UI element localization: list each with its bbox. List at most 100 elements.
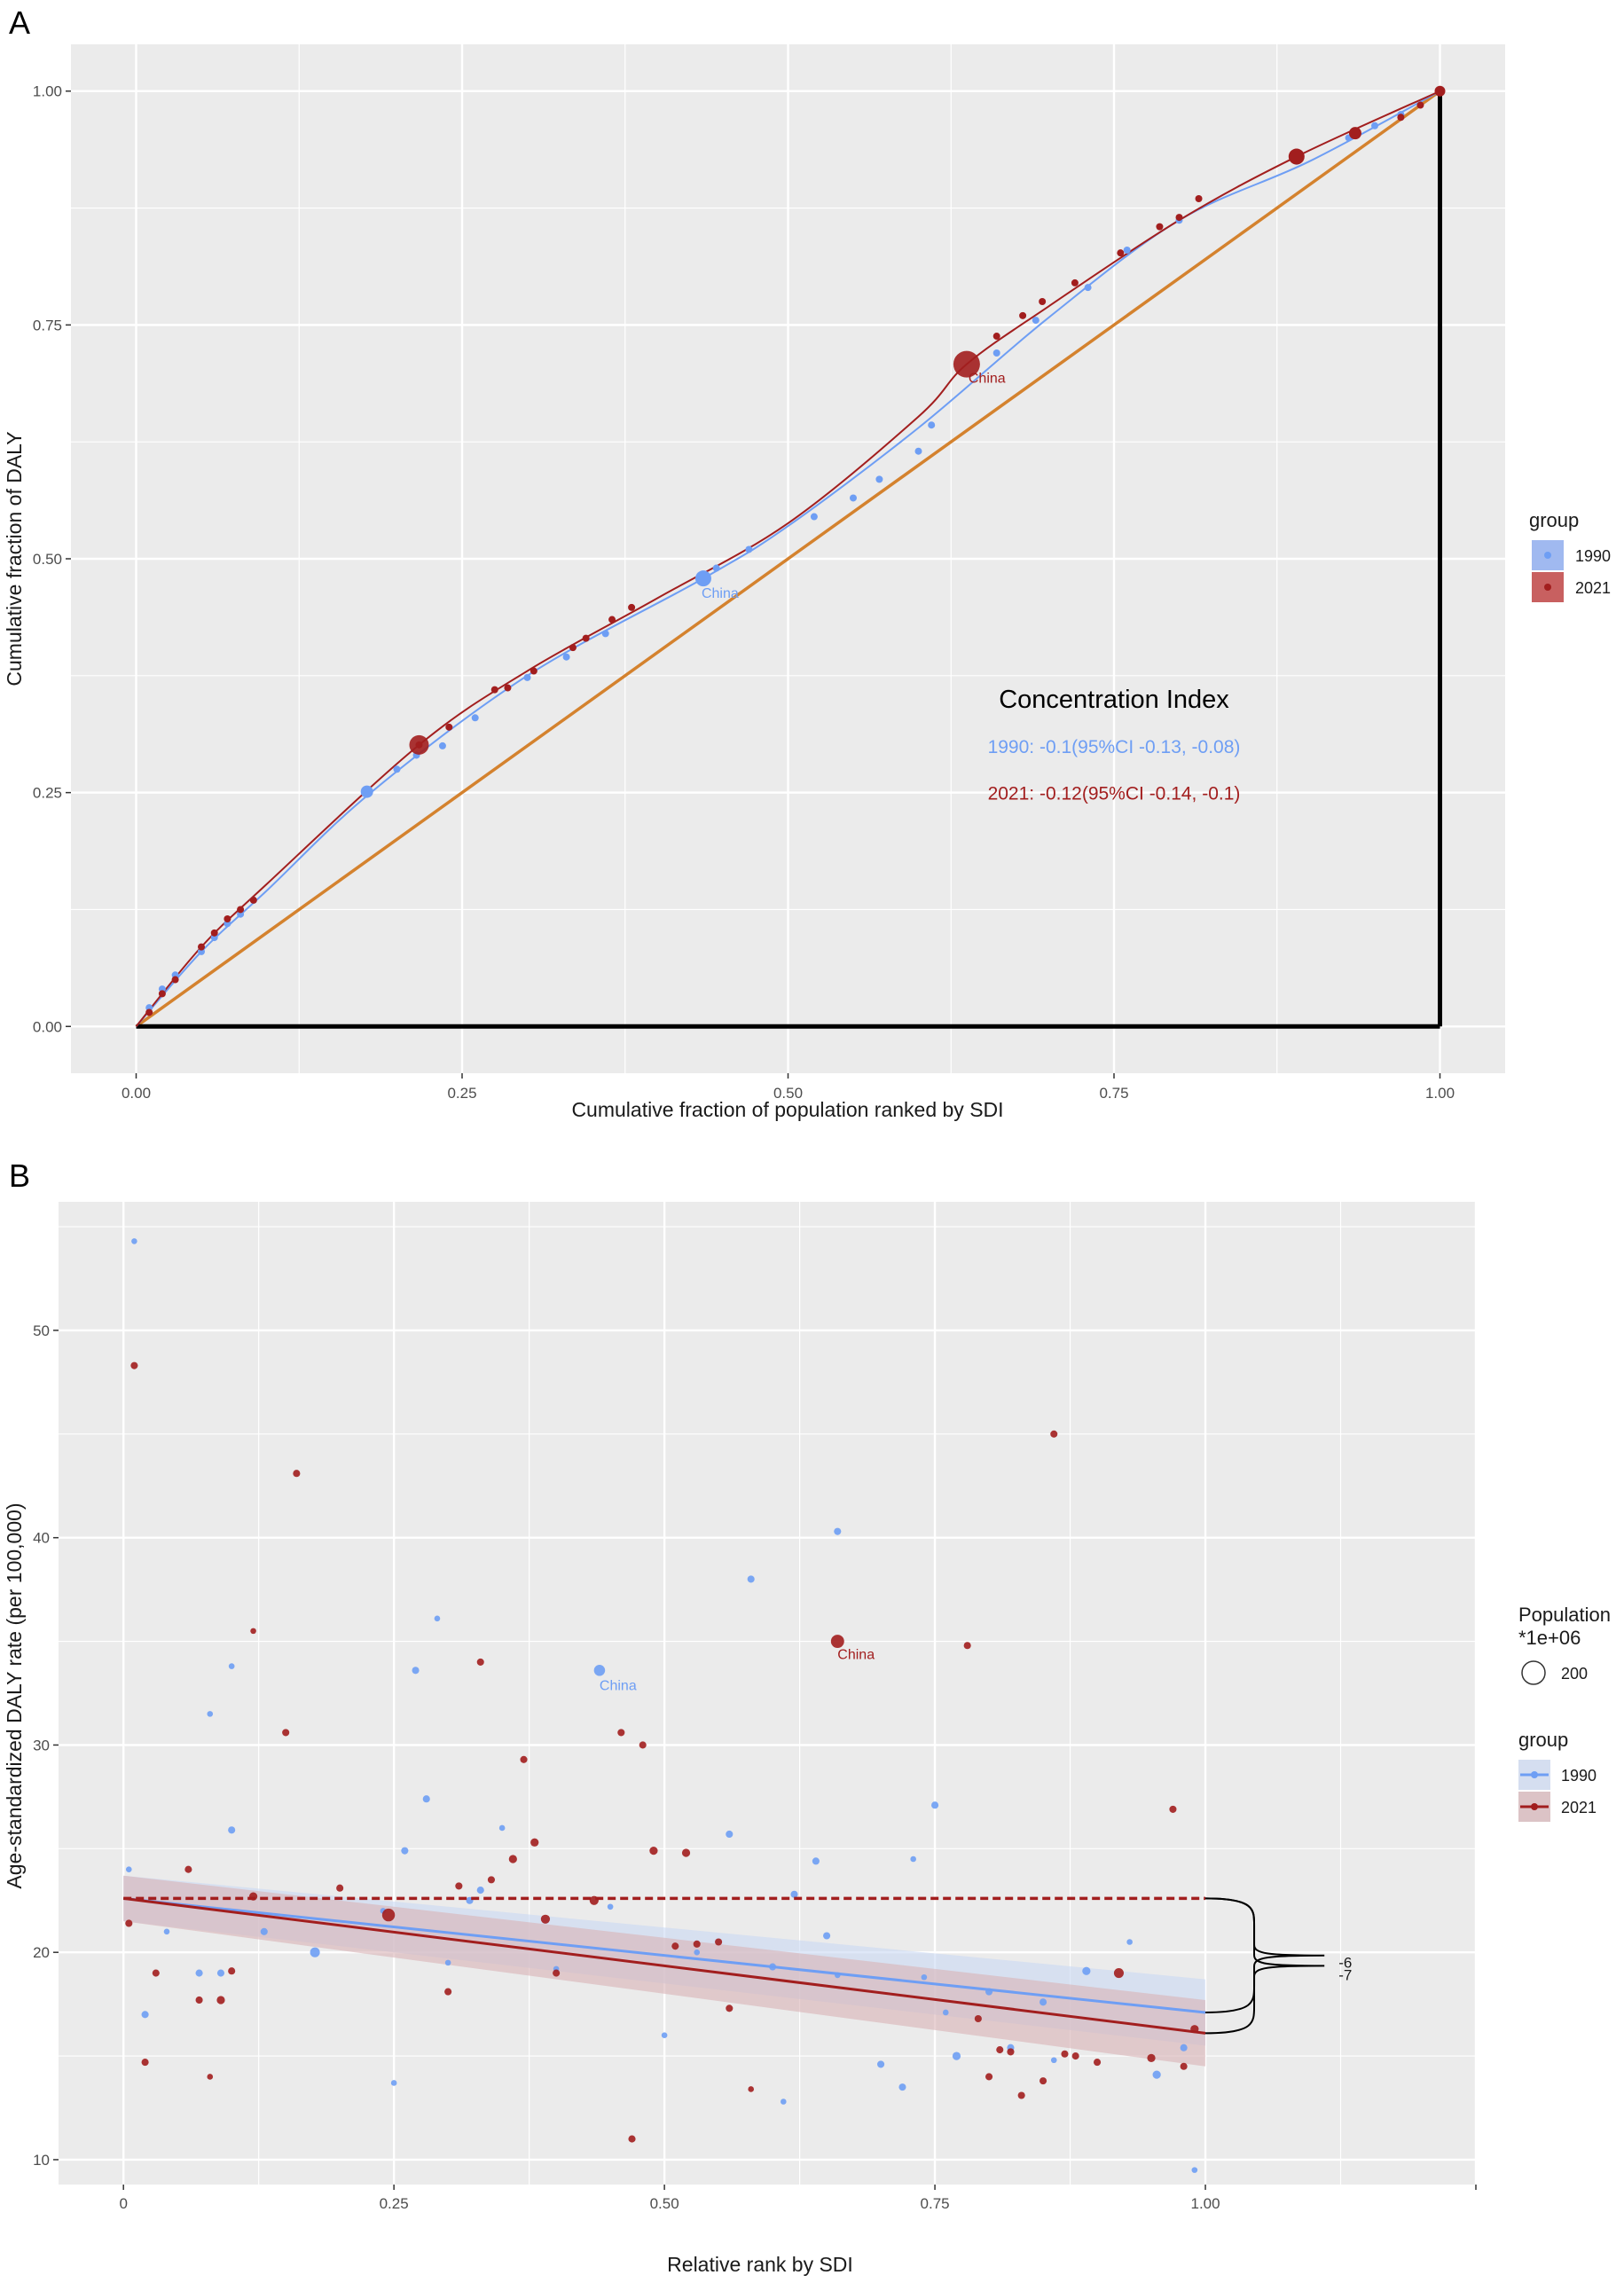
point-2021 — [282, 1729, 290, 1737]
point-2021 — [681, 1848, 691, 1857]
point-2021 — [963, 1642, 971, 1650]
legend-marker-2021 — [1544, 584, 1551, 591]
point-1990 — [1180, 2044, 1188, 2052]
point-2021 — [1180, 2062, 1188, 2070]
confidence-band-2021 — [123, 1875, 1206, 2067]
legend-marker-1990 — [1544, 552, 1551, 559]
point-large-1990 — [360, 785, 373, 798]
panel-b-x-tick-labels: 0 0.25 0.50 0.75 1.00 — [119, 2185, 1477, 2212]
point-1990 — [910, 1855, 916, 1863]
x-tick-label: 0.50 — [773, 1085, 803, 1102]
point-1990 — [1126, 1939, 1133, 1945]
point-1990 — [726, 1830, 734, 1838]
point-2021 — [608, 616, 616, 624]
panel-a-legend: group 1990 2021 — [1529, 509, 1611, 602]
point-2021 — [530, 667, 537, 675]
point-china-2021 — [953, 350, 980, 378]
point-2021 — [1169, 1805, 1177, 1813]
point-2021 — [1195, 195, 1203, 202]
point-2021 — [520, 1755, 528, 1763]
x-tick-label: 0.50 — [650, 2195, 679, 2212]
point-large-2021 — [409, 734, 429, 755]
x-tick-label: 0 — [119, 2195, 127, 2212]
point-2021 — [1050, 1430, 1058, 1438]
point-2021 — [445, 723, 453, 731]
panel-b-x-axis-label: Relative rank by SDI — [667, 2253, 853, 2276]
concentration-index-annotation: Concentration Index 1990: -0.1(95%CI -0.… — [988, 686, 1241, 804]
point-2021 — [1019, 311, 1027, 319]
point-2021 — [569, 644, 577, 652]
population-legend-value: 200 — [1561, 1665, 1588, 1683]
point-2021 — [158, 990, 166, 998]
point-2021 — [530, 1838, 539, 1847]
legend-label-1990: 1990 — [1575, 547, 1611, 565]
point-1990 — [875, 475, 883, 483]
point-2021 — [237, 906, 245, 914]
point-1990 — [422, 1795, 430, 1803]
point-1990 — [523, 673, 531, 681]
point-2021 — [490, 686, 498, 694]
point-2021 — [748, 2086, 755, 2092]
point-1990 — [601, 630, 609, 638]
point-1990 — [1152, 2070, 1161, 2079]
panel-b-label: B — [9, 1157, 30, 1194]
regression-line-1990 — [123, 1896, 1206, 2014]
point-1990 — [790, 1890, 798, 1898]
point-2021 — [1397, 114, 1405, 122]
point-2021 — [715, 1938, 723, 1946]
panel-a-y-axis-label: Cumulative fraction of DALY — [3, 431, 26, 686]
label-china-1990: China — [702, 586, 739, 601]
point-1990 — [390, 2080, 397, 2086]
brace-label-1990: -6 — [1338, 1954, 1352, 1971]
point-1990 — [1050, 2057, 1057, 2064]
point-2021 — [553, 1969, 561, 1977]
population-legend: Population *1e+06 200 — [1518, 1604, 1611, 1685]
point-2021 — [1094, 2059, 1102, 2067]
point-1990 — [780, 2099, 787, 2105]
point-1990 — [747, 1575, 755, 1583]
point-1990 — [877, 2060, 885, 2068]
point-2021 — [1175, 214, 1183, 222]
point-endpoint — [1434, 85, 1446, 97]
y-tick-label: 0.50 — [33, 551, 62, 568]
population-legend-circle — [1521, 1660, 1546, 1685]
point-2021 — [628, 2135, 636, 2143]
legend-b-label-1990: 1990 — [1561, 1767, 1597, 1785]
panel-a-x-axis-label: Cumulative fraction of population ranked… — [571, 1098, 1003, 1121]
legend-label-2021: 2021 — [1575, 579, 1611, 597]
population-legend-subtitle: *1e+06 — [1518, 1627, 1581, 1649]
point-1990 — [498, 1824, 506, 1832]
point-2021 — [1040, 2077, 1047, 2085]
legend-b-marker-1990 — [1531, 1771, 1538, 1778]
point-large-2021 — [1348, 127, 1361, 140]
point-2021 — [152, 1969, 160, 1977]
label-china-2021: China — [837, 1648, 875, 1663]
point-1990 — [163, 1928, 170, 1935]
point-1990 — [260, 1927, 268, 1935]
point-1990 — [434, 1615, 441, 1622]
x-tick-label: 0.75 — [1099, 1085, 1128, 1102]
point-2021 — [1117, 249, 1125, 257]
y-tick-label: 0.25 — [33, 785, 62, 802]
point-2021 — [249, 896, 257, 904]
point-2021 — [198, 943, 205, 951]
point-1990 — [810, 513, 818, 521]
point-1990 — [745, 545, 753, 553]
point-china-1990 — [694, 570, 711, 587]
concentration-index-2021: 2021: -0.12(95%CI -0.14, -0.1) — [988, 784, 1241, 804]
point-1990 — [1082, 1966, 1091, 1975]
point-2021 — [336, 1884, 344, 1892]
x-tick-label: 0.75 — [921, 2195, 950, 2212]
point-1990 — [931, 1801, 939, 1809]
point-2021 — [1071, 2052, 1079, 2060]
panel-a-data-layer: China China — [135, 85, 1446, 1029]
point-1990 — [850, 494, 857, 502]
point-1990 — [216, 1969, 225, 1977]
point-1990 — [694, 1949, 701, 1956]
point-2021 — [974, 2014, 982, 2023]
point-2021 — [1061, 2050, 1069, 2058]
point-1990 — [141, 2011, 149, 2019]
point-1990 — [607, 1903, 614, 1910]
point-1990 — [942, 2009, 949, 2016]
